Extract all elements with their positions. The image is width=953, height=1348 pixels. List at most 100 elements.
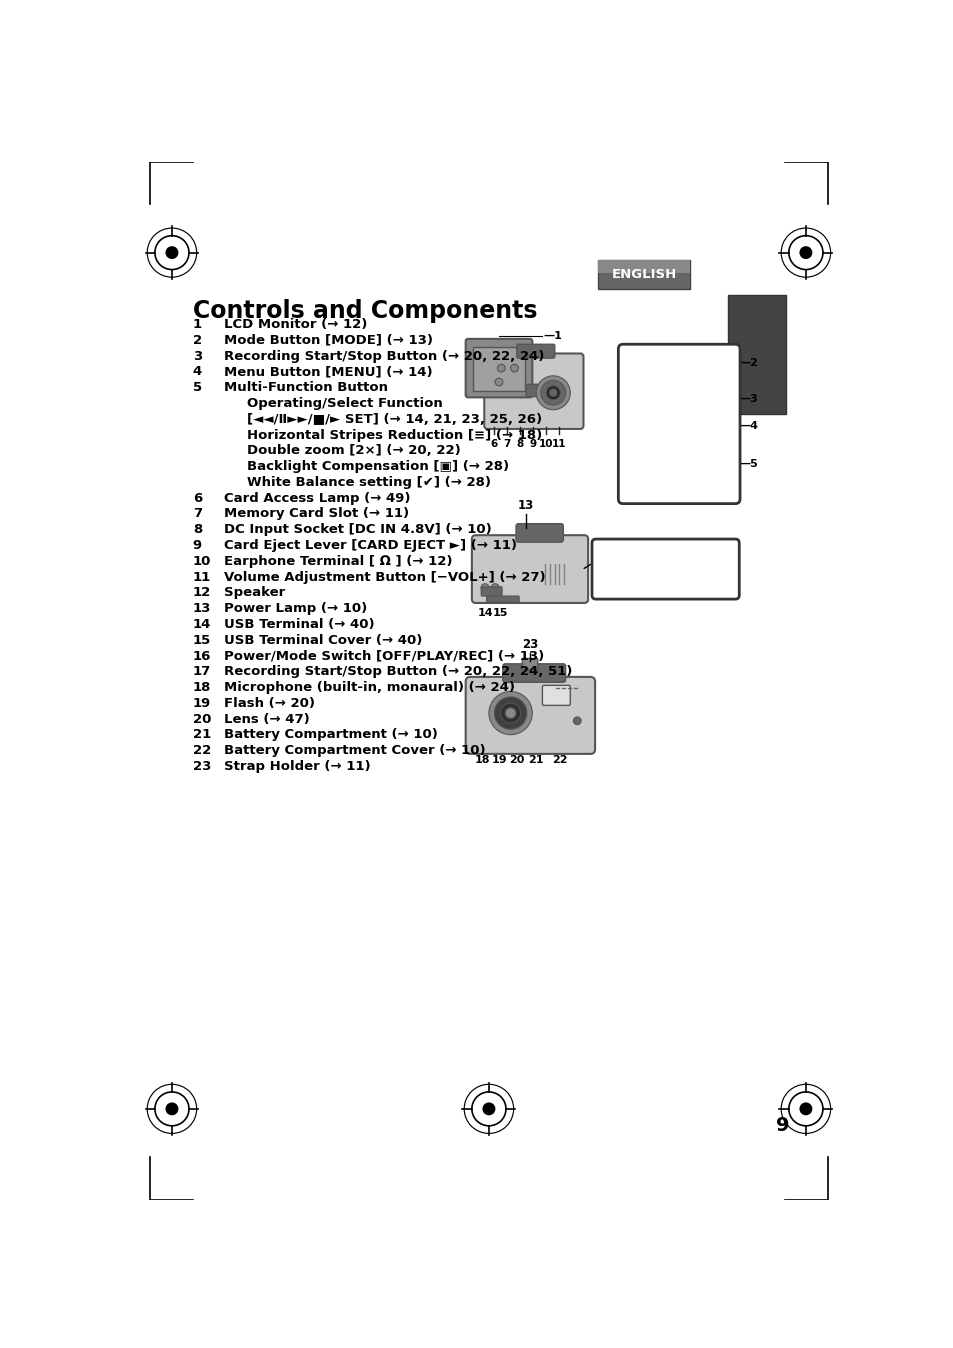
Text: 20: 20 <box>509 755 524 766</box>
Text: REC: REC <box>679 547 701 557</box>
Circle shape <box>488 692 532 735</box>
Text: MODE: MODE <box>680 359 706 368</box>
Circle shape <box>497 364 505 372</box>
Text: 4: 4 <box>193 365 202 379</box>
Text: Volume Adjustment Button [−VOL+] (→ 27): Volume Adjustment Button [−VOL+] (→ 27) <box>224 570 545 584</box>
FancyBboxPatch shape <box>542 685 570 705</box>
Text: 2: 2 <box>193 334 202 346</box>
Text: Microphone (built-in, monaural) (→ 24): Microphone (built-in, monaural) (→ 24) <box>224 681 515 694</box>
Circle shape <box>652 456 674 477</box>
Text: Operating/Select Function: Operating/Select Function <box>247 398 442 410</box>
Text: 2×: 2× <box>630 445 640 450</box>
Text: Lens (→ 47): Lens (→ 47) <box>224 713 310 725</box>
Text: 3: 3 <box>193 349 202 363</box>
Text: Speaker: Speaker <box>224 586 285 600</box>
Text: 7: 7 <box>502 439 510 449</box>
FancyBboxPatch shape <box>472 535 587 603</box>
Circle shape <box>573 717 580 725</box>
Text: Card Eject Lever [CARD EJECT ►] (→ 11): Card Eject Lever [CARD EJECT ►] (→ 11) <box>224 539 517 553</box>
FancyBboxPatch shape <box>465 677 595 754</box>
Text: ►: ► <box>677 462 682 472</box>
Text: Earphone Terminal [ Ω ] (→ 12): Earphone Terminal [ Ω ] (→ 12) <box>224 555 452 568</box>
Text: OFF: OFF <box>605 547 628 557</box>
Text: —2: —2 <box>739 359 758 368</box>
Text: 23: 23 <box>521 639 537 651</box>
Text: 9: 9 <box>529 439 537 449</box>
FancyBboxPatch shape <box>473 346 524 391</box>
Text: 16: 16 <box>638 578 654 590</box>
Text: —12: —12 <box>590 557 618 569</box>
Text: Double zoom [2×] (→ 20, 22): Double zoom [2×] (→ 20, 22) <box>247 445 460 457</box>
Text: Power Lamp (→ 10): Power Lamp (→ 10) <box>224 603 367 615</box>
Text: 14: 14 <box>193 617 211 631</box>
Text: 7: 7 <box>193 507 202 520</box>
FancyBboxPatch shape <box>618 344 740 504</box>
FancyBboxPatch shape <box>502 663 565 682</box>
Text: Card Access Lamp (→ 49): Card Access Lamp (→ 49) <box>224 492 410 504</box>
FancyBboxPatch shape <box>525 384 539 396</box>
Text: —5: —5 <box>739 460 758 469</box>
Text: Controls and Components: Controls and Components <box>193 299 537 322</box>
FancyBboxPatch shape <box>465 338 532 398</box>
Text: Mode Button [MODE] (→ 13): Mode Button [MODE] (→ 13) <box>224 334 433 346</box>
Text: 6: 6 <box>193 492 202 504</box>
Text: 11: 11 <box>552 439 566 449</box>
Circle shape <box>638 563 654 580</box>
Text: —3: —3 <box>739 394 758 404</box>
FancyBboxPatch shape <box>486 596 518 603</box>
FancyBboxPatch shape <box>521 658 537 669</box>
Circle shape <box>480 584 488 592</box>
Circle shape <box>510 364 517 372</box>
Circle shape <box>491 584 498 592</box>
Text: SET: SET <box>656 464 670 469</box>
Circle shape <box>482 1103 495 1115</box>
Text: 10: 10 <box>193 555 211 568</box>
Text: 21: 21 <box>193 728 211 741</box>
Circle shape <box>505 708 516 718</box>
Text: ■: ■ <box>630 470 637 477</box>
Text: Menu Button [MENU] (→ 14): Menu Button [MENU] (→ 14) <box>224 365 432 379</box>
FancyBboxPatch shape <box>517 344 555 359</box>
Circle shape <box>546 386 559 400</box>
Text: 13: 13 <box>517 499 534 512</box>
Text: White Balance setting [✔] (→ 28): White Balance setting [✔] (→ 28) <box>247 476 491 489</box>
Circle shape <box>495 379 502 386</box>
Text: 5: 5 <box>193 381 202 394</box>
Text: Battery Compartment Cover (→ 10): Battery Compartment Cover (→ 10) <box>224 744 485 758</box>
Text: 11: 11 <box>193 570 211 584</box>
Text: 17: 17 <box>193 666 211 678</box>
FancyBboxPatch shape <box>480 586 501 596</box>
Text: [◄◄/Ⅱ►►/■/► SET] (→ 14, 21, 23, 25, 26): [◄◄/Ⅱ►►/■/► SET] (→ 14, 21, 23, 25, 26) <box>247 412 541 426</box>
Circle shape <box>644 383 681 419</box>
FancyBboxPatch shape <box>592 539 739 599</box>
Text: —1: —1 <box>542 330 561 341</box>
Text: 19: 19 <box>193 697 211 710</box>
Text: PLAY: PLAY <box>639 547 668 557</box>
Circle shape <box>799 247 812 259</box>
Text: 15: 15 <box>193 634 211 647</box>
FancyBboxPatch shape <box>598 260 689 272</box>
Text: 13: 13 <box>193 603 211 615</box>
Text: 23: 23 <box>193 760 211 772</box>
Text: 8: 8 <box>193 523 202 537</box>
Text: USB Terminal (→ 40): USB Terminal (→ 40) <box>224 617 375 631</box>
Circle shape <box>652 391 674 412</box>
Text: Flash (→ 20): Flash (→ 20) <box>224 697 314 710</box>
Circle shape <box>165 1103 178 1115</box>
Circle shape <box>500 704 520 723</box>
Text: USB Terminal Cover (→ 40): USB Terminal Cover (→ 40) <box>224 634 422 647</box>
Circle shape <box>710 570 718 578</box>
Circle shape <box>641 568 649 576</box>
Text: Backlight Compensation [▣] (→ 28): Backlight Compensation [▣] (→ 28) <box>247 460 509 473</box>
Text: 8: 8 <box>516 439 523 449</box>
Circle shape <box>638 376 687 426</box>
Text: 12: 12 <box>193 586 211 600</box>
Circle shape <box>165 247 178 259</box>
Text: 6: 6 <box>490 439 497 449</box>
Text: DC Input Socket [DC IN 4.8V] (→ 10): DC Input Socket [DC IN 4.8V] (→ 10) <box>224 523 491 537</box>
Circle shape <box>536 376 570 410</box>
Text: 22: 22 <box>193 744 211 758</box>
FancyBboxPatch shape <box>598 260 689 288</box>
Circle shape <box>799 1103 812 1115</box>
Text: —4: —4 <box>739 421 758 431</box>
